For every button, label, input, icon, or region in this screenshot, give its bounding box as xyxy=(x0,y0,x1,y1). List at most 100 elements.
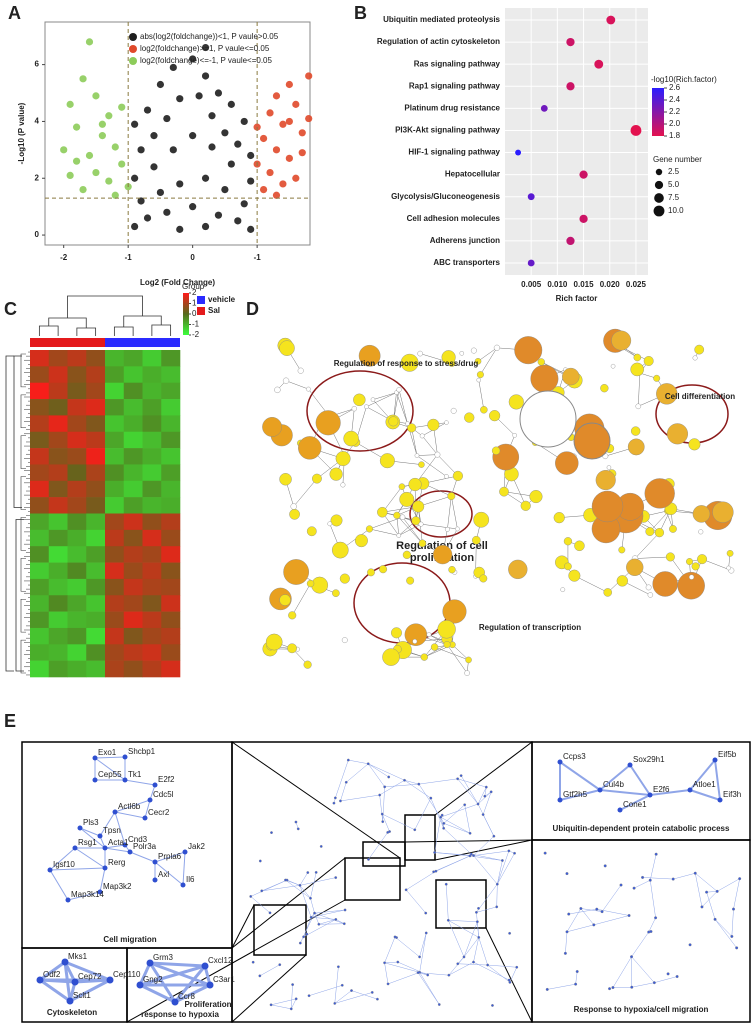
edge xyxy=(335,759,349,798)
edge xyxy=(416,454,438,456)
edge xyxy=(706,892,716,920)
point xyxy=(227,100,235,108)
heat-cell xyxy=(105,595,125,612)
node xyxy=(543,851,547,855)
dendrogram xyxy=(48,317,87,328)
heat-cell xyxy=(123,350,143,367)
node xyxy=(66,997,74,1005)
heat-cell xyxy=(86,350,106,367)
edge xyxy=(443,804,465,824)
gene-label: Exo1 xyxy=(98,748,117,757)
edge xyxy=(394,936,420,958)
node xyxy=(358,344,381,367)
node xyxy=(314,870,318,874)
node xyxy=(471,535,481,545)
point xyxy=(266,168,274,177)
edge xyxy=(303,917,312,937)
gene-label: Cdc5l xyxy=(153,790,174,799)
edge xyxy=(318,919,336,925)
gene-label: Igsf10 xyxy=(53,860,75,869)
dendrogram xyxy=(13,355,22,508)
node xyxy=(493,344,501,351)
edge xyxy=(346,763,369,783)
heat-cell xyxy=(48,399,68,416)
node xyxy=(653,374,661,382)
edge xyxy=(308,388,329,415)
dendrogram xyxy=(20,639,26,674)
edge xyxy=(457,963,488,966)
node xyxy=(665,552,675,562)
heat-cell xyxy=(123,382,143,400)
edge xyxy=(311,909,346,918)
size-legend-label: 7.5 xyxy=(668,193,680,202)
heat-cell xyxy=(86,578,106,596)
node xyxy=(396,960,400,964)
heat-cell xyxy=(86,464,106,482)
heat-cell xyxy=(86,382,106,400)
heat-cell xyxy=(67,350,87,367)
category-label: ABC transporters xyxy=(433,258,500,267)
gene-label: E2f6 xyxy=(653,785,670,794)
point xyxy=(169,146,177,154)
edge xyxy=(448,956,465,976)
edge xyxy=(440,817,444,829)
node xyxy=(455,526,460,532)
node xyxy=(472,854,475,858)
point xyxy=(201,174,210,182)
point xyxy=(98,132,106,140)
edge xyxy=(433,855,471,873)
edge xyxy=(631,956,655,983)
dendrogram xyxy=(20,353,26,388)
edge xyxy=(39,960,66,982)
node xyxy=(470,347,477,354)
node xyxy=(427,418,440,431)
node xyxy=(344,780,348,784)
edge xyxy=(701,891,718,908)
edge xyxy=(445,884,449,921)
gene-label: E2f2 xyxy=(158,775,175,784)
heat-cell xyxy=(67,480,87,498)
heat-cell xyxy=(123,595,143,612)
cluster-label: Regulation of response to stress/drug xyxy=(334,359,479,368)
point xyxy=(156,188,165,197)
node xyxy=(447,492,456,501)
heat-cell xyxy=(142,350,162,367)
node xyxy=(666,972,670,976)
heat-cell xyxy=(123,464,143,482)
gene-label: Rerg xyxy=(108,858,125,867)
node xyxy=(418,521,424,527)
edge xyxy=(368,832,388,860)
node xyxy=(712,501,734,523)
edge xyxy=(599,789,651,796)
node xyxy=(412,638,418,644)
node xyxy=(688,438,701,451)
node xyxy=(437,1003,441,1006)
node xyxy=(481,813,485,816)
node xyxy=(579,907,583,911)
node xyxy=(715,889,719,893)
node xyxy=(251,960,255,964)
subnetwork-title: Proliferation xyxy=(184,1000,231,1009)
gene-label: Grm3 xyxy=(153,953,174,962)
size-swatch xyxy=(653,205,665,217)
node xyxy=(399,514,406,520)
edge xyxy=(314,912,345,924)
edge xyxy=(497,860,503,885)
point xyxy=(131,222,139,231)
node xyxy=(65,897,71,903)
edge xyxy=(69,978,111,1003)
heat-cell xyxy=(86,448,106,465)
node xyxy=(262,417,282,437)
node xyxy=(290,503,297,510)
point xyxy=(105,177,113,185)
node xyxy=(645,527,655,536)
node xyxy=(726,550,734,557)
edge xyxy=(477,921,480,938)
node xyxy=(331,541,349,559)
node xyxy=(456,777,460,781)
node xyxy=(366,762,370,766)
point xyxy=(279,120,287,128)
node xyxy=(353,393,366,407)
point xyxy=(150,132,158,140)
node xyxy=(279,473,292,486)
